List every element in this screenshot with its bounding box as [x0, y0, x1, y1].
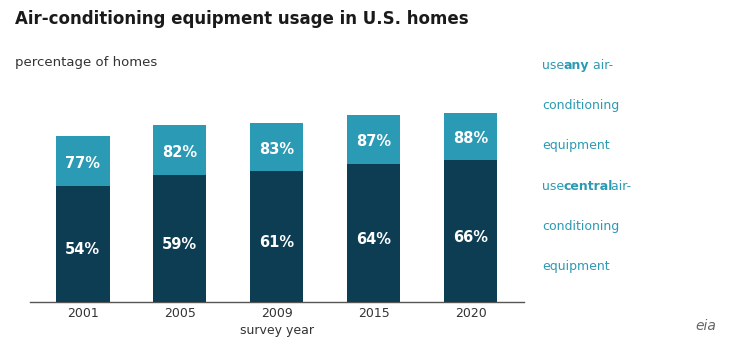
Text: 66%: 66%	[453, 230, 488, 245]
Text: 61%: 61%	[259, 235, 294, 250]
Text: eia: eia	[695, 319, 716, 333]
Text: 64%: 64%	[356, 232, 391, 247]
Text: 54%: 54%	[65, 242, 100, 257]
Bar	[56, 186, 109, 302]
Text: central: central	[563, 180, 613, 193]
Text: 59%: 59%	[162, 237, 197, 252]
Text: Air-conditioning equipment usage in U.S. homes: Air-conditioning equipment usage in U.S.…	[15, 10, 469, 28]
Text: 88%: 88%	[453, 131, 489, 146]
Bar	[347, 164, 401, 302]
Bar	[444, 160, 497, 302]
Text: air-: air-	[589, 59, 613, 72]
Text: any: any	[563, 59, 589, 72]
Text: use: use	[542, 59, 568, 72]
Bar	[56, 136, 109, 186]
Text: use: use	[542, 180, 568, 193]
Bar	[250, 171, 303, 302]
X-axis label: survey year: survey year	[240, 324, 314, 337]
Bar	[154, 126, 207, 175]
Text: 77%: 77%	[66, 156, 100, 171]
Bar	[250, 123, 303, 171]
Text: 82%: 82%	[162, 145, 197, 160]
Bar	[154, 175, 207, 302]
Text: conditioning: conditioning	[542, 99, 620, 112]
Text: air-: air-	[607, 180, 631, 193]
Text: 87%: 87%	[356, 134, 391, 150]
Text: equipment: equipment	[542, 260, 610, 273]
Text: percentage of homes: percentage of homes	[15, 56, 157, 68]
Bar	[347, 115, 401, 164]
Text: conditioning: conditioning	[542, 220, 620, 233]
Text: equipment: equipment	[542, 139, 610, 152]
Text: 83%: 83%	[259, 142, 294, 157]
Bar	[444, 112, 497, 160]
